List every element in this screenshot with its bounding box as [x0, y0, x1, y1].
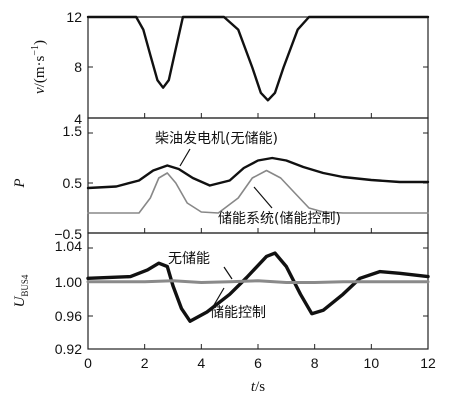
- x-tick-label: 2: [141, 355, 149, 371]
- series-line-3-2: [86, 279, 430, 284]
- x-axis-label: t/s: [251, 379, 265, 395]
- y-tick-label: 0.96: [55, 308, 82, 324]
- svg-text:UBUS4: UBUS4: [12, 274, 30, 307]
- x-tick-label: 4: [197, 355, 205, 371]
- y-tick-label: 12: [66, 9, 82, 25]
- y-axis-label-u: UBUS4: [12, 274, 30, 307]
- y-tick-label: 1.00: [55, 274, 82, 290]
- y-tick-label: 1.5: [63, 123, 83, 139]
- x-tick-label: 12: [420, 355, 436, 371]
- x-tick-label: 8: [311, 355, 319, 371]
- series-line-3-1: [86, 251, 430, 323]
- annotation-leader-storage-control: [213, 287, 225, 306]
- annotation-leader-no-storage: [223, 266, 233, 280]
- panel-frame-3: [87, 232, 429, 350]
- series-line-2-1: [86, 156, 430, 190]
- y-tick-label: 4: [74, 111, 82, 127]
- x-tick-label: 0: [84, 355, 92, 371]
- annotation-storage: 储能系统(储能控制): [218, 211, 341, 227]
- y-tick-label: 1.04: [55, 238, 82, 254]
- y-axis-label-v: v/(m·s−1): [30, 40, 48, 94]
- y-tick-label: −0.5: [54, 226, 82, 242]
- annotation-leader-storage: [253, 186, 273, 209]
- svg-text:v/(m·s−1): v/(m·s−1): [30, 40, 48, 94]
- y-axis-label-p: P: [12, 178, 28, 188]
- y-tick-label: 0.92: [55, 341, 82, 357]
- x-tick-label: 10: [364, 355, 380, 371]
- annotation-leader-diesel: [179, 148, 191, 167]
- x-tick-label: 6: [254, 355, 262, 371]
- series-line-2-2: [87, 169, 429, 214]
- annotation-diesel: 柴油发电机(无储能): [155, 131, 278, 147]
- y-tick-label: 8: [74, 59, 82, 75]
- annotation-no-storage: 无储能: [168, 251, 210, 267]
- panel-frame-1: [87, 16, 429, 119]
- series-line-1-1: [86, 15, 430, 102]
- annotation-storage-control: 储能控制: [210, 305, 266, 321]
- y-tick-label: 0.5: [63, 175, 83, 191]
